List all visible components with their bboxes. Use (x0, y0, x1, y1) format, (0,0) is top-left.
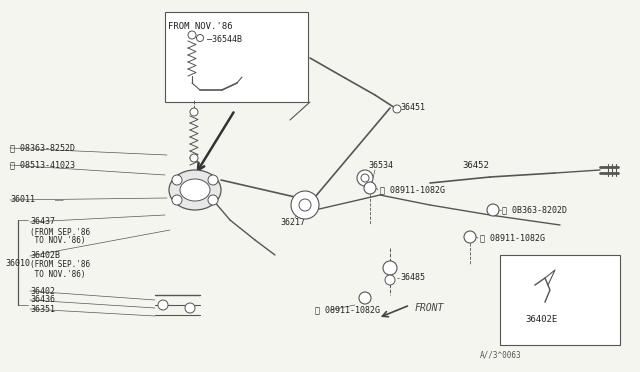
Text: FROM NOV.'86: FROM NOV.'86 (168, 22, 232, 31)
Text: 36402B: 36402B (30, 251, 60, 260)
Circle shape (464, 231, 476, 243)
Text: (FROM SEP.'86: (FROM SEP.'86 (30, 228, 90, 237)
Circle shape (208, 195, 218, 205)
Text: 36452: 36452 (462, 160, 489, 170)
Text: 36402: 36402 (30, 286, 55, 295)
Circle shape (158, 300, 168, 310)
Text: 36351: 36351 (30, 305, 55, 314)
Text: A//3^0063: A//3^0063 (480, 350, 522, 359)
Circle shape (359, 292, 371, 304)
Text: 36011: 36011 (10, 196, 35, 205)
Text: Ⓢ 0B363-8202D: Ⓢ 0B363-8202D (502, 205, 567, 215)
Text: 36485: 36485 (400, 273, 425, 282)
Text: Ⓢ 08513-41023: Ⓢ 08513-41023 (10, 160, 75, 170)
Bar (165, 12, 308, 102)
Text: Ⓝ 08911-1082G: Ⓝ 08911-1082G (380, 186, 445, 195)
Text: FRONT: FRONT (415, 303, 444, 313)
Circle shape (185, 303, 195, 313)
Text: ——: —— (55, 197, 63, 203)
Circle shape (393, 105, 401, 113)
Circle shape (385, 275, 395, 285)
Text: Ⓝ 08911-1082G: Ⓝ 08911-1082G (315, 305, 380, 314)
Ellipse shape (169, 170, 221, 210)
Circle shape (364, 182, 376, 194)
Text: 36451: 36451 (400, 103, 425, 112)
Bar (500, 255, 620, 345)
Text: 36437: 36437 (30, 218, 55, 227)
Circle shape (190, 108, 198, 116)
Ellipse shape (180, 179, 210, 201)
Circle shape (291, 191, 319, 219)
Text: 36534: 36534 (368, 160, 393, 170)
Circle shape (299, 199, 311, 211)
Circle shape (196, 35, 204, 42)
Text: TO NOV.'86): TO NOV.'86) (30, 237, 86, 246)
Circle shape (172, 175, 182, 185)
Circle shape (357, 170, 373, 186)
Text: TO NOV.'86): TO NOV.'86) (30, 269, 86, 279)
Circle shape (172, 195, 182, 205)
Circle shape (190, 154, 198, 162)
Text: Ⓢ 08363-8252D: Ⓢ 08363-8252D (10, 144, 75, 153)
Text: (FROM SEP.'86: (FROM SEP.'86 (30, 260, 90, 269)
Text: Ⓝ 08911-1082G: Ⓝ 08911-1082G (480, 234, 545, 243)
Text: 36010: 36010 (5, 259, 30, 267)
Circle shape (208, 175, 218, 185)
Circle shape (361, 174, 369, 182)
Circle shape (383, 261, 397, 275)
Text: 36402E: 36402E (525, 315, 557, 324)
Text: 36217: 36217 (280, 218, 305, 227)
Circle shape (487, 204, 499, 216)
Text: —36544B: —36544B (207, 35, 242, 45)
Text: 36436: 36436 (30, 295, 55, 305)
Circle shape (188, 31, 196, 39)
